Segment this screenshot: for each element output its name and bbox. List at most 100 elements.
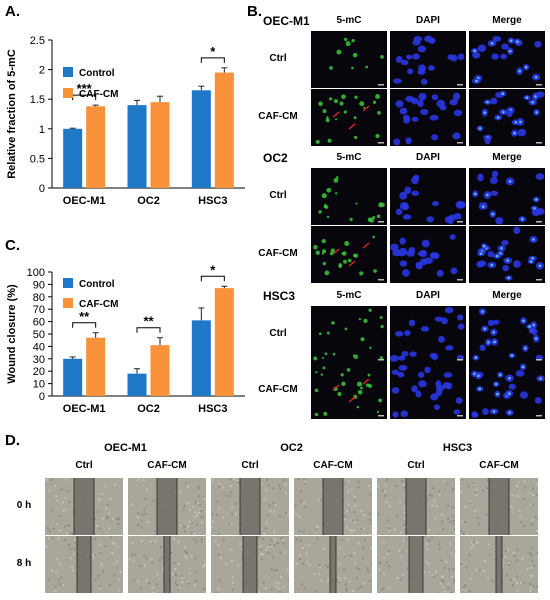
cell-texture [112,562,115,565]
cell-texture [61,584,64,587]
cell-texture [205,541,206,544]
nucleus-dapi [395,100,404,108]
nucleus-merge-signal [508,411,511,414]
cell-texture [519,516,522,519]
cell-texture [367,570,370,573]
cell-texture [430,494,433,497]
cell-texture [368,493,371,496]
cell-texture [387,525,390,528]
nucleus-dapi [430,393,439,401]
cell-texture [522,581,525,584]
nucleus-dapi [443,372,453,378]
nucleus-dapi [418,64,427,73]
cell-texture [436,592,439,593]
cell-texture [231,581,234,584]
wound-image [377,478,455,535]
cell-texture [150,558,153,561]
red-arrow-marker [362,378,370,385]
cell-texture [433,499,436,502]
panel-b-column-header: 5-mC [336,15,362,26]
cell-texture [401,480,404,483]
cell-texture [97,574,100,577]
cell-texture [72,553,75,556]
cell-texture [304,483,307,486]
cell-texture [117,518,120,521]
nucleus-merge-signal [483,111,487,114]
scale-bar [378,84,384,86]
cell-texture [241,548,244,551]
cell-texture [454,528,455,531]
cell-texture [231,506,234,509]
cell-texture [468,554,471,557]
scale-bar [536,221,542,223]
cell-texture [234,502,237,505]
cell-texture [59,514,62,517]
cell-texture [401,550,404,553]
cell-texture [282,542,285,545]
nucleus-dapi [452,92,461,101]
cell-texture [139,587,142,590]
cell-texture [275,569,278,572]
nucleus-5mc-signal [368,308,372,312]
nucleus-5mc-signal [365,383,370,387]
cell-texture [326,565,329,568]
significance-marker: ** [79,309,90,324]
cell-texture [235,479,238,482]
nucleus-dapi [429,114,439,121]
nucleus-merge-signal [491,212,495,216]
cell-texture [236,481,239,484]
panel-d-condition-label: Ctrl [75,460,93,471]
significance-marker: * [210,44,216,59]
cell-texture [461,478,464,481]
fluorescence-image [390,89,466,146]
cell-texture [469,502,472,505]
nucleus-dapi [476,261,484,268]
cell-texture [469,577,472,580]
cell-texture [309,533,312,535]
panel-b-column-header: Merge [492,152,522,163]
cell-texture [241,551,244,554]
cell-texture [354,504,357,507]
cell-texture [194,557,197,560]
wound-gap [406,478,426,535]
nucleus-dapi [500,53,508,60]
cell-texture [313,573,316,576]
cell-texture [273,510,276,513]
cell-texture [228,495,231,498]
nucleus-dapi [531,209,541,217]
cell-texture [93,554,96,557]
cell-texture [403,511,406,514]
y-tick-label: 30 [33,354,45,366]
cell-texture [428,539,431,542]
nucleus-5mc-signal [376,214,381,219]
cell-texture [175,574,178,577]
cell-texture [487,543,490,546]
red-arrow-marker [332,248,340,255]
legend-label: Control [79,279,115,290]
nucleus-5mc-signal [343,37,348,42]
cell-texture [362,546,365,549]
nucleus-5mc-signal [335,176,339,179]
cell-texture [193,584,196,587]
cell-texture [366,567,369,570]
cell-texture [173,562,176,565]
nucleus-dapi [406,54,413,60]
cell-texture [531,522,534,525]
nucleus-5mc-signal [351,66,354,70]
cell-texture [93,555,96,558]
cell-texture [486,479,489,482]
nucleus-dapi [490,190,499,196]
cell-texture [367,484,370,487]
nucleus-5mc-signal [322,249,327,254]
nucleus-merge-signal [495,254,499,258]
cell-texture [443,567,446,570]
nucleus-merge-signal [501,92,505,95]
cell-texture [48,537,51,540]
cell-texture [179,524,182,527]
cell-texture [530,586,533,589]
nucleus-merge-signal [490,263,494,267]
cell-texture [286,567,289,570]
y-tick-label: 2 [39,65,45,77]
nucleus-5mc-signal [331,321,335,325]
nucleus-5mc-signal [349,217,353,221]
